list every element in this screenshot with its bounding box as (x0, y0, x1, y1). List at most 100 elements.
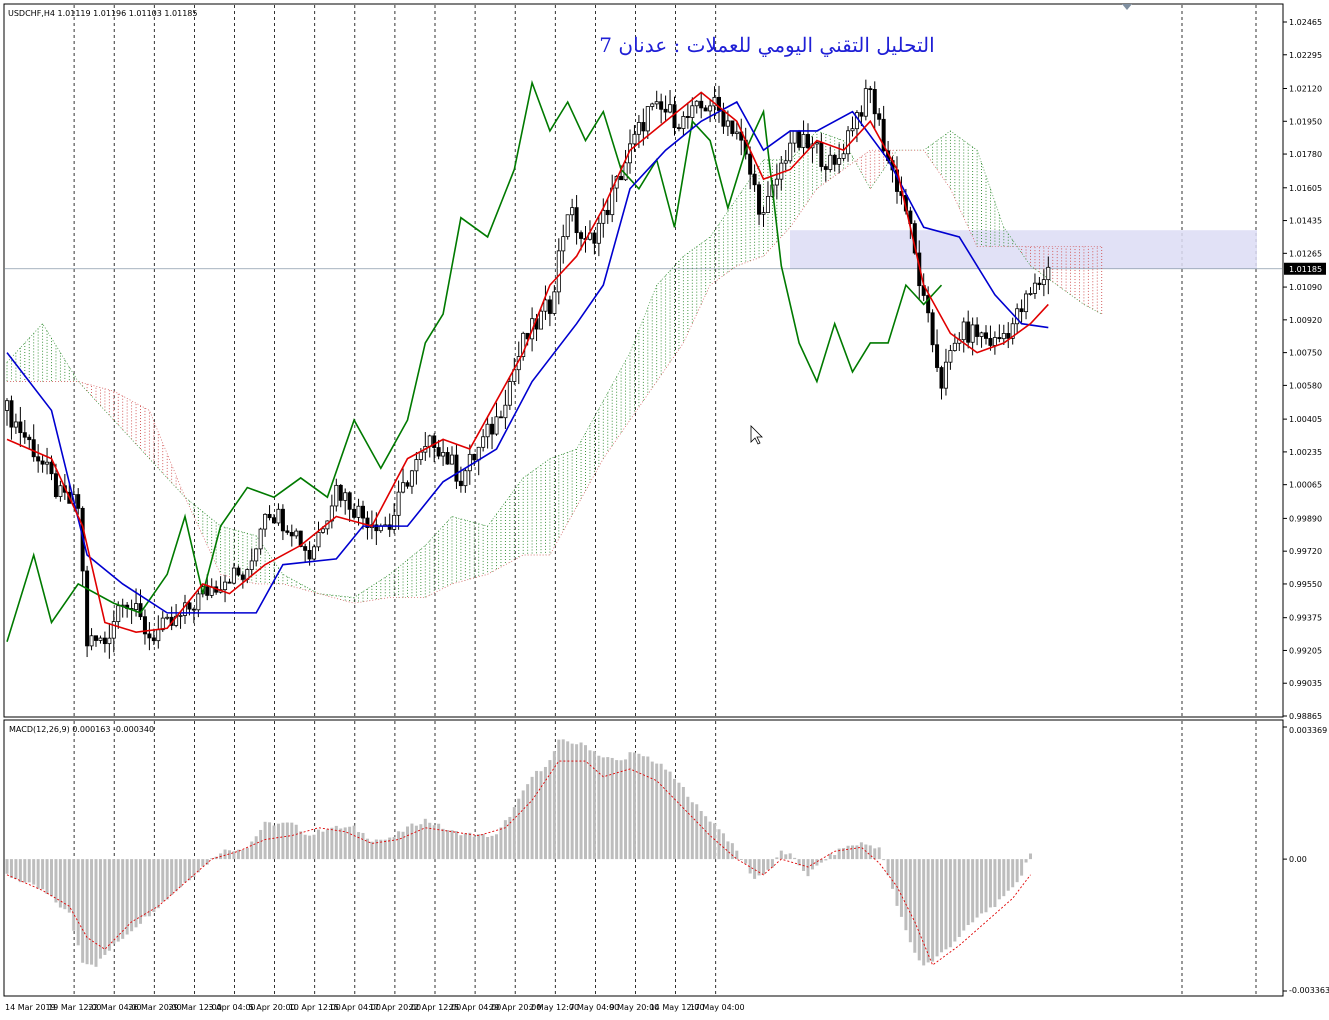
candle-body (792, 130, 797, 144)
macd-bar (797, 859, 801, 866)
macd-bar (361, 832, 365, 860)
macd-bar (459, 835, 463, 860)
candle-body (267, 513, 272, 519)
macd-bar (223, 849, 227, 860)
candle-body (53, 473, 58, 497)
candle-body (142, 616, 147, 635)
macd-bar (762, 859, 765, 875)
macd-bar (143, 859, 147, 917)
candle-body (18, 421, 23, 434)
macd-bar (842, 848, 846, 860)
candle-body (721, 110, 726, 127)
price-tick-label: 0.99720 (1289, 547, 1322, 556)
symbol-header: USDCHF,H4 1.01119 1.01196 1.01103 1.0118… (8, 9, 197, 18)
candle-body (263, 513, 268, 530)
macd-bar (187, 859, 191, 881)
macd-bar (317, 829, 320, 860)
macd-bar (147, 859, 151, 917)
candle-body (111, 621, 116, 639)
candle-body (441, 452, 446, 457)
macd-bar (201, 859, 205, 867)
macd-bar (379, 839, 383, 860)
candle-body (668, 104, 673, 113)
candle-body (619, 176, 624, 181)
candle-body (943, 361, 948, 389)
macd-bar (526, 784, 530, 860)
macd-bar (1002, 859, 1006, 897)
macd-bar (566, 741, 570, 860)
macd-bar (446, 830, 450, 860)
macd-bar (899, 859, 903, 917)
candle-body (49, 461, 54, 475)
price-axis[interactable]: 1.02465 1.02295 1.02120 1.01950 1.01780 1.016… (1283, 18, 1326, 721)
time-tick-label: 9 May 20:00 (610, 1003, 660, 1012)
macd-bar (303, 834, 307, 860)
candle-body (160, 617, 165, 631)
macd-bar (904, 859, 908, 931)
macd-bar (419, 824, 423, 860)
candle-body (454, 454, 459, 482)
macd-bar (962, 859, 966, 931)
macd-bar (179, 859, 183, 888)
time-tick-label: 7 May 04:00 (569, 1003, 619, 1012)
macd-bar (454, 831, 458, 860)
macd-signal-line (6, 760, 1031, 966)
macd-bar (788, 853, 792, 860)
candle-body (1024, 293, 1029, 313)
candle-body (436, 447, 441, 457)
macd-bar (174, 859, 178, 892)
candle-body (1001, 333, 1006, 340)
candle-body (414, 459, 419, 472)
macd-bar (325, 829, 329, 860)
macd-bar (606, 757, 610, 860)
candle-body (352, 508, 357, 518)
candle-body (187, 602, 192, 610)
macd-tick-label: 0.00 (1289, 855, 1307, 864)
macd-bar (655, 763, 659, 860)
candle-body (1006, 333, 1011, 339)
macd-bar (90, 859, 94, 965)
candle-body (467, 453, 472, 472)
candle-body (276, 508, 281, 524)
macd-bar (481, 834, 485, 860)
candle-body (401, 482, 406, 493)
macd-bar (895, 859, 899, 906)
macd-bar (753, 859, 757, 879)
macd-bar (726, 841, 730, 860)
candle-body (178, 615, 183, 617)
candle-body (89, 635, 94, 647)
macd-bar (508, 816, 512, 860)
macd-bar (699, 811, 703, 860)
macd-bar (125, 859, 129, 935)
macd-bar (521, 790, 525, 860)
macd-bar (406, 826, 409, 860)
macd-bar (477, 834, 481, 860)
candle-body (623, 162, 628, 181)
shift-marker-icon[interactable] (1122, 4, 1132, 10)
time-tick-label: 10 Apr 12:00 (289, 1003, 341, 1012)
candle-body (85, 570, 90, 647)
macd-bar (646, 756, 650, 860)
candle-body (409, 470, 414, 487)
macd-bar (779, 850, 783, 860)
candle-body (147, 633, 152, 639)
macd-bar (392, 837, 396, 860)
candle-body (984, 332, 989, 339)
macd-bar (806, 859, 810, 877)
candle-body (76, 494, 81, 509)
candle-body (565, 214, 570, 238)
macd-bar (984, 859, 988, 913)
macd-bar (210, 858, 214, 860)
chart-title: التحليل التقني اليومي للعملات : عدنان 7 (599, 33, 934, 57)
macd-bar (334, 825, 338, 860)
macd-bar (348, 826, 352, 860)
macd-bar (548, 760, 552, 860)
macd-bar (980, 859, 984, 914)
price-tick-label: 0.99550 (1289, 580, 1322, 589)
macd-bar (877, 847, 881, 860)
candle-body (730, 120, 735, 134)
candle-body (961, 321, 966, 341)
macd-bar (165, 859, 169, 900)
